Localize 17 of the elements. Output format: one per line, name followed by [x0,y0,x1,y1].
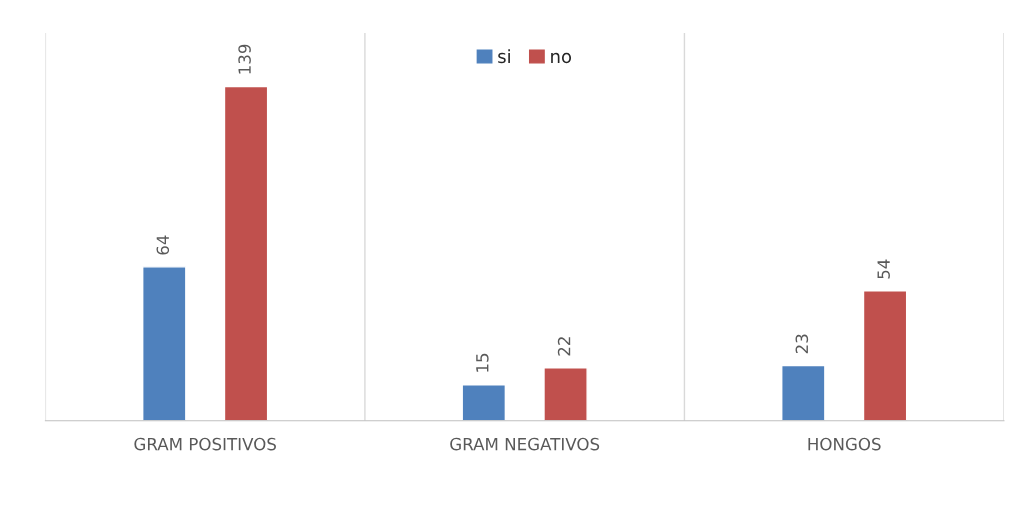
x-tick-label: GRAM POSITIVOS [134,437,276,451]
data-label: 54 [877,259,890,279]
bar [781,364,826,421]
bar [461,384,507,421]
legend-label: no [551,52,572,64]
bar [543,367,588,421]
bar [862,290,908,421]
data-label: 64 [156,235,170,255]
data-label: 22 [557,337,571,356]
data-label: 15 [476,353,489,372]
bar [223,85,269,421]
x-tick-label: GRAM NEGATIVOS [450,437,600,451]
legend-label: si [498,49,510,64]
x-tick-label: HONGOS [808,437,881,451]
data-label: 139 [238,44,251,74]
bar [142,266,187,421]
data-label: 23 [795,334,809,354]
